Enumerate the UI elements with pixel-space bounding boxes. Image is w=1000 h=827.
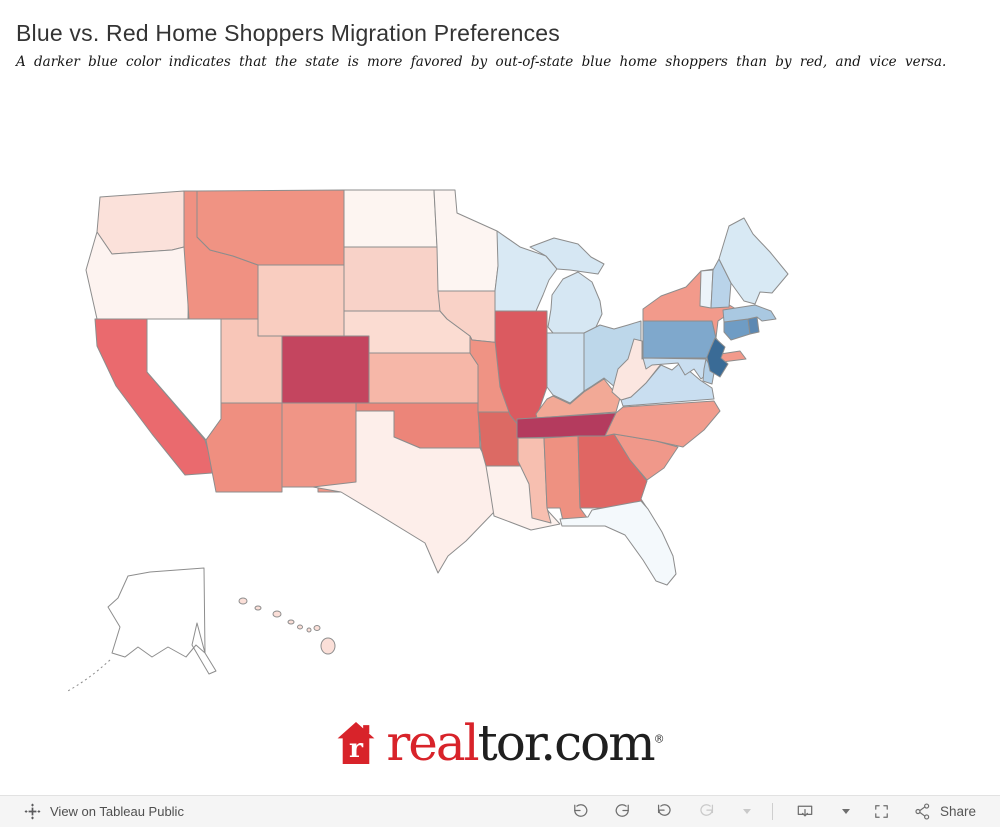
state-washington[interactable] xyxy=(96,190,185,255)
view-on-tableau-label[interactable]: View on Tableau Public xyxy=(50,804,184,819)
state-new-mexico[interactable] xyxy=(281,402,357,493)
toolbar-divider xyxy=(771,803,773,820)
state-north-carolina[interactable] xyxy=(604,400,721,448)
house-letter: r xyxy=(349,732,364,763)
download-icon[interactable] xyxy=(794,801,816,822)
tableau-toolbar: View on Tableau Public xyxy=(0,795,1000,827)
state-north-dakota[interactable] xyxy=(343,189,438,248)
state-florida[interactable] xyxy=(559,500,677,586)
state-indiana[interactable] xyxy=(546,332,585,404)
download-caret-icon[interactable] xyxy=(841,809,850,814)
revert-icon[interactable] xyxy=(654,801,675,822)
share-icon xyxy=(913,801,933,822)
state-michigan[interactable] xyxy=(529,237,605,334)
state-texas[interactable] xyxy=(312,410,495,574)
fullscreen-icon[interactable] xyxy=(871,801,892,822)
page-title: Blue vs. Red Home Shoppers Migration Pre… xyxy=(16,20,560,46)
state-colorado[interactable] xyxy=(281,335,370,404)
redo-icon[interactable] xyxy=(612,801,633,822)
toolbar-left[interactable]: View on Tableau Public xyxy=(24,803,184,820)
toolbar-right: Share xyxy=(570,801,976,822)
refresh-icon[interactable] xyxy=(696,801,717,822)
state-south-dakota[interactable] xyxy=(343,246,443,312)
share-label: Share xyxy=(939,804,976,819)
state-kentucky[interactable] xyxy=(535,378,621,419)
state-hawaii[interactable] xyxy=(238,597,336,655)
state-new-hampshire[interactable] xyxy=(710,258,732,309)
share-button[interactable]: Share xyxy=(913,801,976,822)
refresh-caret-icon[interactable] xyxy=(742,809,751,814)
state-connecticut[interactable] xyxy=(723,318,751,341)
state-rhode-island[interactable] xyxy=(747,316,760,335)
state-kansas[interactable] xyxy=(368,352,479,404)
state-massachusetts[interactable] xyxy=(722,304,777,323)
undo-icon[interactable] xyxy=(570,801,591,822)
state-alaska[interactable] xyxy=(107,567,217,675)
aleutian-islands-outline xyxy=(65,659,111,693)
realtor-house-icon: r xyxy=(337,721,375,764)
realtor-logo: r realtor.com® xyxy=(0,718,1000,768)
state-maine[interactable] xyxy=(718,217,789,305)
wordmark-torcom: tor.com xyxy=(477,714,656,772)
page-subtitle: A darker blue color indicates that the s… xyxy=(16,54,947,70)
state-wyoming[interactable] xyxy=(257,264,345,337)
state-shapes xyxy=(65,189,789,693)
wordmark-real: real xyxy=(386,714,479,772)
state-wisconsin[interactable] xyxy=(494,230,558,312)
header: Blue vs. Red Home Shoppers Migration Pre… xyxy=(16,20,976,70)
registered-mark: ® xyxy=(653,732,665,746)
state-new-jersey[interactable] xyxy=(706,337,729,378)
realtor-wordmark: realtor.com® xyxy=(386,718,664,768)
tableau-logo-icon xyxy=(24,803,41,820)
